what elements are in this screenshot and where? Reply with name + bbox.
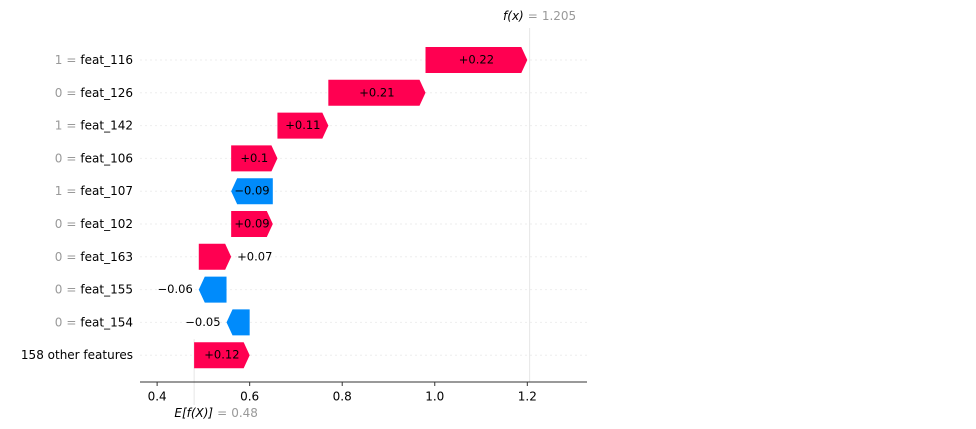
feature-eq: = (66, 118, 76, 132)
value-label: +0.22 (459, 53, 494, 67)
row-label: 1 = feat_116 (55, 53, 133, 67)
feature-eq: = (66, 315, 76, 329)
feature-value: 1 (55, 184, 63, 198)
x-tick-label: 1.2 (518, 390, 537, 404)
feature-value: 1 (55, 53, 63, 67)
bar (198, 276, 227, 303)
value-label: +0.07 (237, 249, 272, 263)
base-name: E[f(X)] (174, 406, 213, 420)
bar (277, 112, 329, 139)
feature-name: feat_106 (80, 151, 133, 165)
bar (231, 178, 273, 205)
x-tick-label: 1.0 (425, 390, 444, 404)
base-value: 0.48 (231, 406, 258, 420)
bar (231, 145, 278, 172)
fx-name: f(x) (503, 9, 524, 23)
value-label: +0.1 (240, 151, 268, 165)
feature-value: 0 (55, 151, 63, 165)
x-tick-label: 0.6 (240, 390, 259, 404)
row-label: 0 = feat_102 (55, 217, 133, 231)
value-label: +0.21 (359, 85, 394, 99)
value-label: +0.11 (285, 118, 320, 132)
row-label: 0 = feat_106 (55, 151, 133, 165)
feature-eq: = (66, 217, 76, 231)
feature-eq: = (66, 282, 76, 296)
bar (226, 309, 250, 336)
feature-eq: = (66, 151, 76, 165)
feature-eq: = (66, 53, 76, 67)
feature-name: feat_107 (80, 184, 133, 198)
row-label: 0 = feat_155 (55, 282, 133, 296)
bar (425, 47, 528, 73)
feature-name: feat_142 (80, 118, 133, 132)
feature-value: 0 (55, 315, 63, 329)
feature-value: 0 (55, 282, 63, 296)
base-eq: = (217, 406, 227, 420)
feature-name: 158 other features (21, 348, 133, 362)
feature-name: feat_126 (80, 85, 133, 99)
row-label: 158 other features (21, 348, 133, 362)
bar (231, 211, 273, 237)
base-label: E[f(X)] = 0.48 (174, 406, 258, 420)
fx-eq: = (528, 9, 538, 23)
feature-name: feat_102 (80, 217, 133, 231)
feature-name: feat_163 (80, 249, 133, 263)
value-label: −0.06 (158, 282, 193, 296)
row-label: 0 = feat_126 (55, 85, 133, 99)
value-label: −0.05 (185, 315, 220, 329)
row-label: 1 = feat_107 (55, 184, 133, 198)
bar (328, 79, 426, 106)
feature-value: 0 (55, 85, 63, 99)
feature-eq: = (66, 249, 76, 263)
feature-name: feat_154 (80, 315, 133, 329)
row-label: 0 = feat_163 (55, 249, 133, 263)
fx-label: f(x) = 1.205 (503, 9, 576, 23)
feature-value: 0 (55, 217, 63, 231)
bar (198, 243, 232, 270)
feature-name: feat_155 (80, 282, 133, 296)
feature-value: 1 (55, 118, 63, 132)
row-label: 1 = feat_142 (55, 118, 133, 132)
row-label: 0 = feat_154 (55, 315, 133, 329)
value-label: +0.12 (204, 348, 239, 362)
feature-eq: = (66, 184, 76, 198)
fx-value: 1.205 (542, 9, 576, 23)
feature-eq: = (66, 85, 76, 99)
bar (194, 342, 250, 369)
x-tick-label: 0.8 (333, 390, 352, 404)
feature-name: feat_116 (80, 53, 133, 67)
feature-value: 0 (55, 249, 63, 263)
value-label: −0.09 (234, 184, 269, 198)
x-tick-label: 0.4 (148, 390, 167, 404)
value-label: +0.09 (234, 217, 269, 231)
